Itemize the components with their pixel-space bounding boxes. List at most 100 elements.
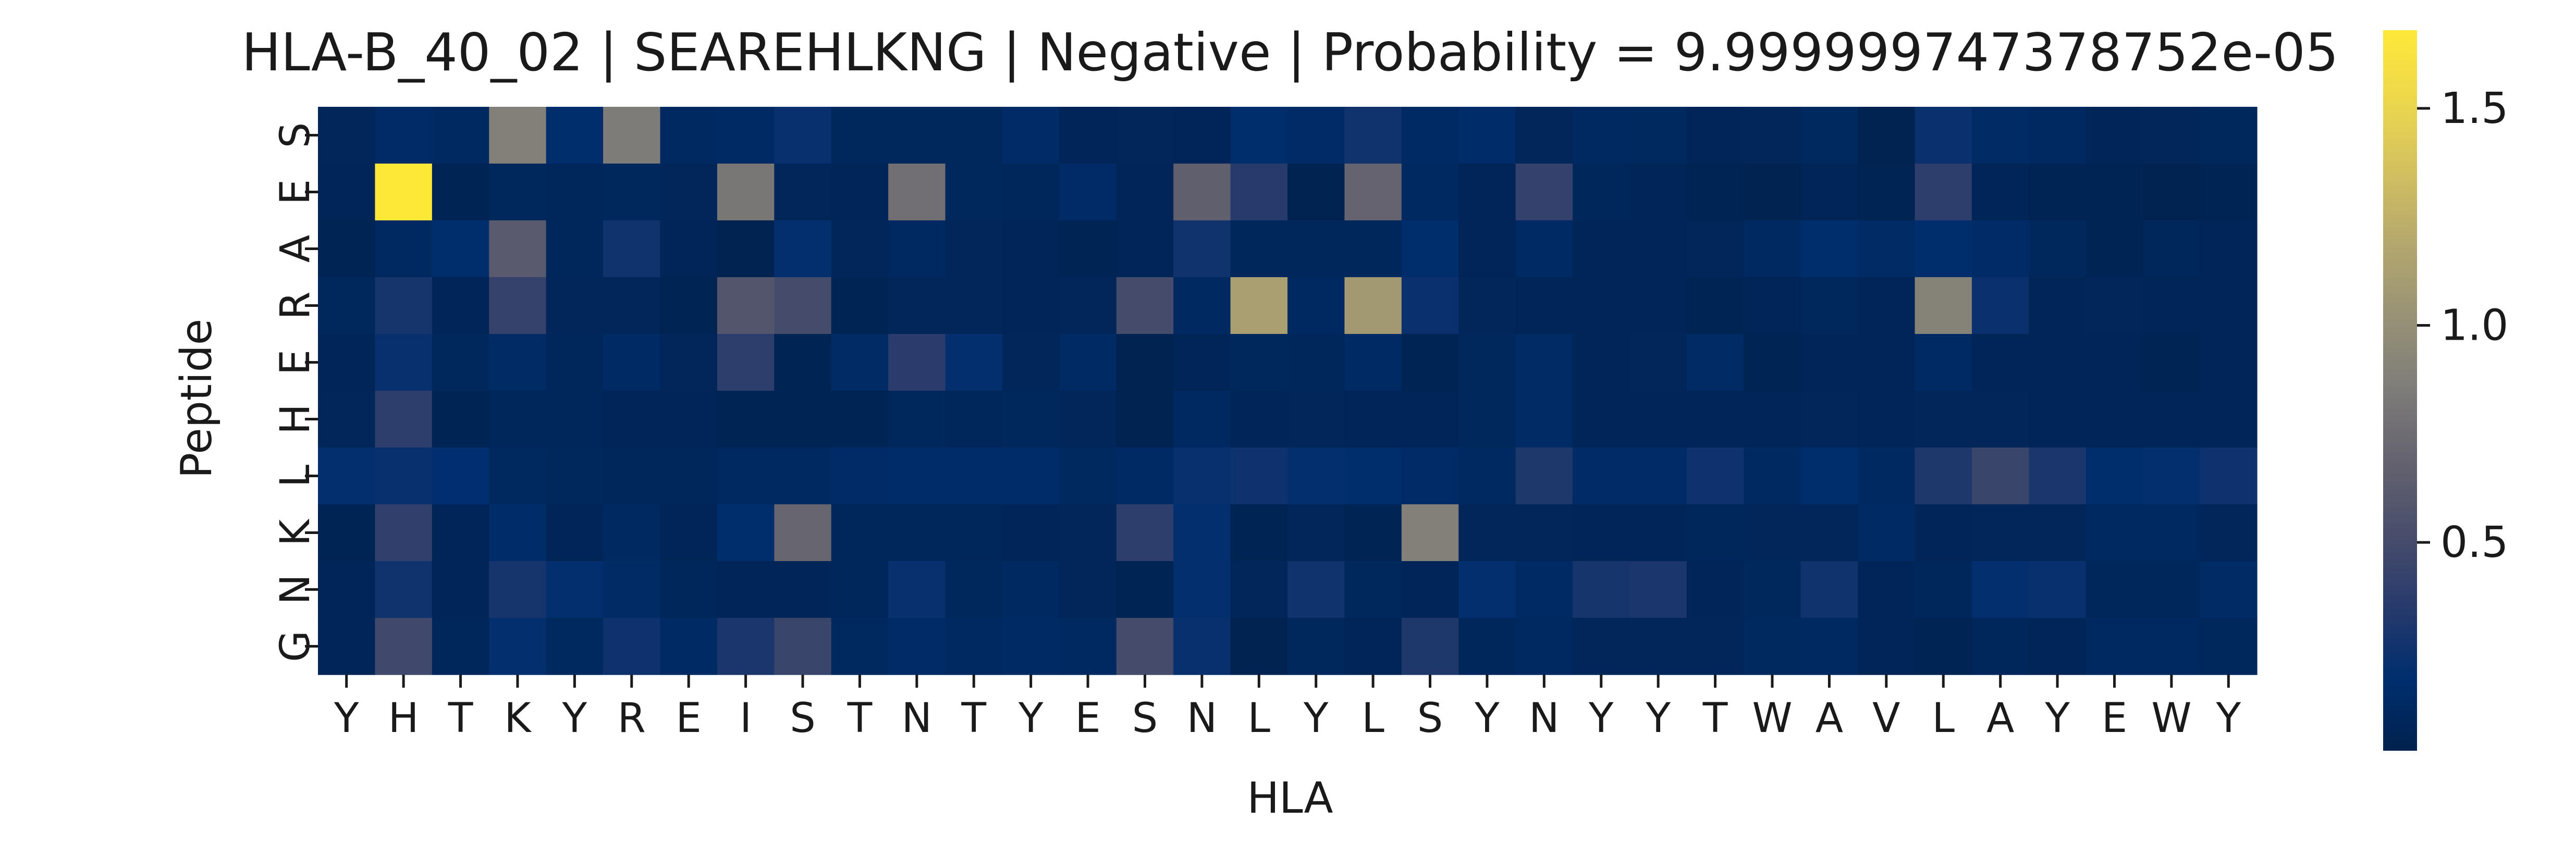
heatmap-cell	[1401, 220, 1459, 278]
heatmap-cell	[2200, 107, 2258, 164]
heatmap-cell	[375, 334, 433, 391]
heatmap-cell	[2086, 504, 2143, 562]
heatmap-cell	[1344, 334, 1402, 391]
heatmap-cell	[1002, 277, 1060, 334]
heatmap-cell	[1744, 220, 1801, 278]
heatmap-cell	[1230, 391, 1288, 448]
x-tick-label: L	[1932, 695, 1955, 742]
heatmap-cell	[1515, 391, 1573, 448]
heatmap-cell	[1116, 561, 1174, 618]
heatmap-cell	[1344, 504, 1402, 562]
heatmap-cell	[1800, 277, 1858, 334]
heatmap-cell	[831, 107, 889, 164]
heatmap-cell	[774, 448, 832, 505]
heatmap-cell	[1800, 561, 1858, 618]
x-tick-label: N	[1187, 695, 1217, 742]
heatmap-cell	[1686, 448, 1744, 505]
heatmap-cell	[2143, 107, 2201, 164]
heatmap-cell	[1573, 277, 1630, 334]
heatmap-cell	[2200, 334, 2258, 391]
heatmap-cell	[945, 107, 1003, 164]
heatmap-cell	[1629, 164, 1687, 221]
heatmap-cell	[1915, 391, 1972, 448]
x-tick-label: Y	[2044, 695, 2070, 742]
heatmap-cell	[717, 391, 775, 448]
heatmap-cell	[1858, 220, 1916, 278]
y-axis-ticks: S E AR E H L KNG	[272, 122, 319, 662]
heatmap-cell	[1059, 504, 1117, 562]
heatmap-cell	[546, 448, 604, 505]
heatmap-cell	[1744, 107, 1801, 164]
heatmap-cell	[1059, 107, 1117, 164]
x-tick-label: Y	[1303, 695, 1329, 742]
heatmap-cell	[1059, 164, 1117, 221]
heatmap-cell	[603, 220, 661, 278]
heatmap-cell	[1800, 448, 1858, 505]
heatmap-cell	[1686, 277, 1744, 334]
heatmap-cell	[945, 277, 1003, 334]
x-tick-label: L	[1248, 695, 1271, 742]
heatmap-cell	[831, 164, 889, 221]
heatmap-cell	[1002, 504, 1060, 562]
heatmap-cell	[1800, 107, 1858, 164]
heatmap-cell	[1744, 618, 1801, 675]
heatmap-cell	[1629, 391, 1687, 448]
heatmap-cell	[1915, 561, 1972, 618]
heatmap-cell	[1629, 618, 1687, 675]
x-tick-label: Y	[562, 695, 587, 742]
heatmap-cell	[945, 561, 1003, 618]
x-tick-label: Y	[334, 695, 359, 742]
heatmap-cell	[1116, 107, 1174, 164]
heatmap-cell	[375, 448, 433, 505]
heatmap-cell	[1629, 334, 1687, 391]
heatmap-cell	[945, 618, 1003, 675]
heatmap-cell	[1230, 448, 1288, 505]
heatmap-cell	[1971, 220, 2029, 278]
heatmap-cell	[1629, 277, 1687, 334]
heatmap-cell	[1458, 504, 1516, 562]
y-tick-label: R	[272, 291, 319, 319]
heatmap-cell	[888, 107, 946, 164]
x-tick-label: R	[618, 695, 646, 742]
heatmap-cell	[1800, 618, 1858, 675]
heatmap-cell	[1629, 220, 1687, 278]
heatmap-cell	[831, 334, 889, 391]
x-tick-label: A	[1986, 695, 2014, 742]
heatmap-cell	[1573, 504, 1630, 562]
heatmap-cell	[888, 277, 946, 334]
heatmap-cell	[1573, 220, 1630, 278]
heatmap-cell	[546, 561, 604, 618]
heatmap-cell	[1971, 107, 2029, 164]
heatmap-cell	[1915, 448, 1972, 505]
heatmap-cell	[2200, 164, 2258, 221]
x-tick-label: T	[847, 695, 873, 742]
x-tick-label: S	[1417, 695, 1443, 742]
x-tick-label: Y	[1018, 695, 1044, 742]
heatmap-cell	[1800, 220, 1858, 278]
heatmap-cell	[2086, 618, 2143, 675]
heatmap-cell	[318, 277, 376, 334]
heatmap-cell	[1458, 391, 1516, 448]
colorbar-ticks: 0.5 1.0 1.5	[2417, 84, 2508, 567]
heatmap-cell	[2086, 391, 2143, 448]
heatmap-cell	[1287, 448, 1345, 505]
heatmap-cell	[1458, 334, 1516, 391]
heatmap-cell	[1173, 107, 1231, 164]
heatmap-cell	[831, 504, 889, 562]
heatmap-cell	[1515, 504, 1573, 562]
heatmap-cell	[1401, 618, 1459, 675]
heatmap-cell	[375, 220, 433, 278]
heatmap-cells	[318, 107, 2258, 675]
heatmap-cell	[660, 448, 718, 505]
heatmap-cell	[1344, 164, 1402, 221]
heatmap-cell	[1002, 220, 1060, 278]
heatmap-cell	[432, 277, 489, 334]
heatmap-cell	[2086, 107, 2143, 164]
heatmap-cell	[1744, 277, 1801, 334]
heatmap-cell	[1515, 618, 1573, 675]
heatmap-cell	[318, 391, 376, 448]
heatmap-cell	[432, 561, 489, 618]
heatmap-cell	[1800, 391, 1858, 448]
heatmap-cell	[1116, 334, 1174, 391]
heatmap-cell	[1971, 391, 2029, 448]
